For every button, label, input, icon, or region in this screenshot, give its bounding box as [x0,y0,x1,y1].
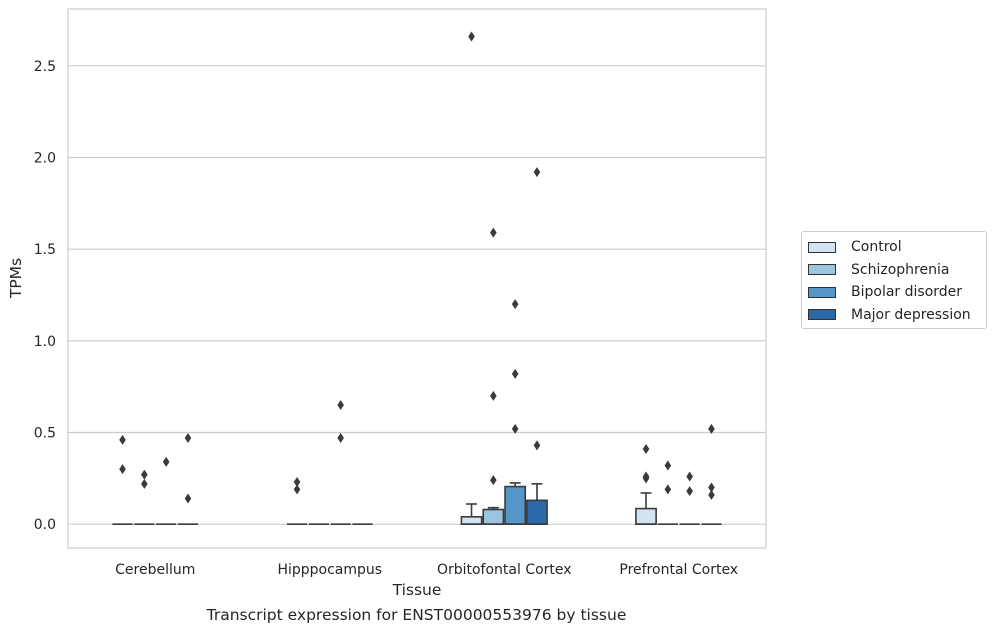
figure-caption: Transcript expression for ENST0000055397… [206,606,627,624]
legend-swatch [808,264,836,276]
legend-item: Bipolar disorder [802,281,986,304]
legend-swatch [808,241,836,253]
outlier-point [337,400,344,410]
outlier-point [468,31,475,42]
outlier-point [141,478,148,489]
outliers [119,31,715,504]
legend-label: Schizophrenia [851,261,950,278]
outlier-point [119,464,126,475]
x-tick-label: Orbitofontal Cortex [437,562,572,578]
outlier-point [708,482,715,493]
outlier-point [337,433,344,443]
outlier-point [490,227,497,238]
legend-swatch [808,309,836,321]
y-tick-label: 1.5 [34,242,56,258]
outlier-point [686,486,693,497]
x-tick-labels: Cerebellum Hipppocampus Orbitofontal Corte… [115,562,738,578]
legend: Control Schizophrenia Bipolar disorder Majo… [801,231,987,329]
outlier-point [293,477,301,487]
outlier-point [141,469,148,480]
outlier-point [708,489,715,500]
outlier-point [184,433,192,443]
outlier-point [686,471,693,482]
plot-area [67,8,767,549]
y-tick-label: 2.5 [34,59,56,75]
legend-swatch [808,286,836,298]
y-tick-label: 1.0 [34,334,56,350]
outlier-point [533,167,541,178]
outlier-point [664,460,672,471]
x-tick-label: Hipppocampus [277,562,382,578]
outlier-point [642,444,650,454]
outlier-point [184,493,192,504]
box [482,508,505,525]
y-tick-label: 0.5 [34,426,56,442]
x-tick-label: Cerebellum [115,562,195,578]
outlier-point [511,299,519,310]
outlier-point [708,423,715,434]
legend-label: Control [851,239,902,256]
y-axis-label: TPMs [7,258,25,299]
legend-label: Major depression [851,306,971,323]
outlier-point [642,473,650,484]
outlier-point [511,423,519,434]
box [635,507,657,525]
outlier-point [119,434,126,445]
outlier-point [490,390,497,401]
x-axis-label: Tissue [392,581,442,599]
legend-item: Schizophrenia [802,259,986,282]
outlier-point [533,440,541,451]
outlier-point [162,456,170,467]
outlier-point [511,368,519,379]
y-tick-label: 0.0 [34,517,56,533]
legend-item: Control [802,236,986,259]
legend-item: Major depression [802,304,986,327]
box [460,516,483,525]
x-tick-label: Prefrontal Cortex [619,562,738,578]
y-tick-labels: 0.0 0.5 1.0 1.5 2.0 2.5 [34,59,56,533]
outlier-point [664,484,672,495]
boxes [112,482,722,525]
box [526,499,548,525]
outlier-point [490,475,497,486]
y-tick-label: 2.0 [34,151,56,167]
box [504,485,527,525]
outlier-point [293,484,301,495]
legend-label: Bipolar disorder [851,284,963,301]
